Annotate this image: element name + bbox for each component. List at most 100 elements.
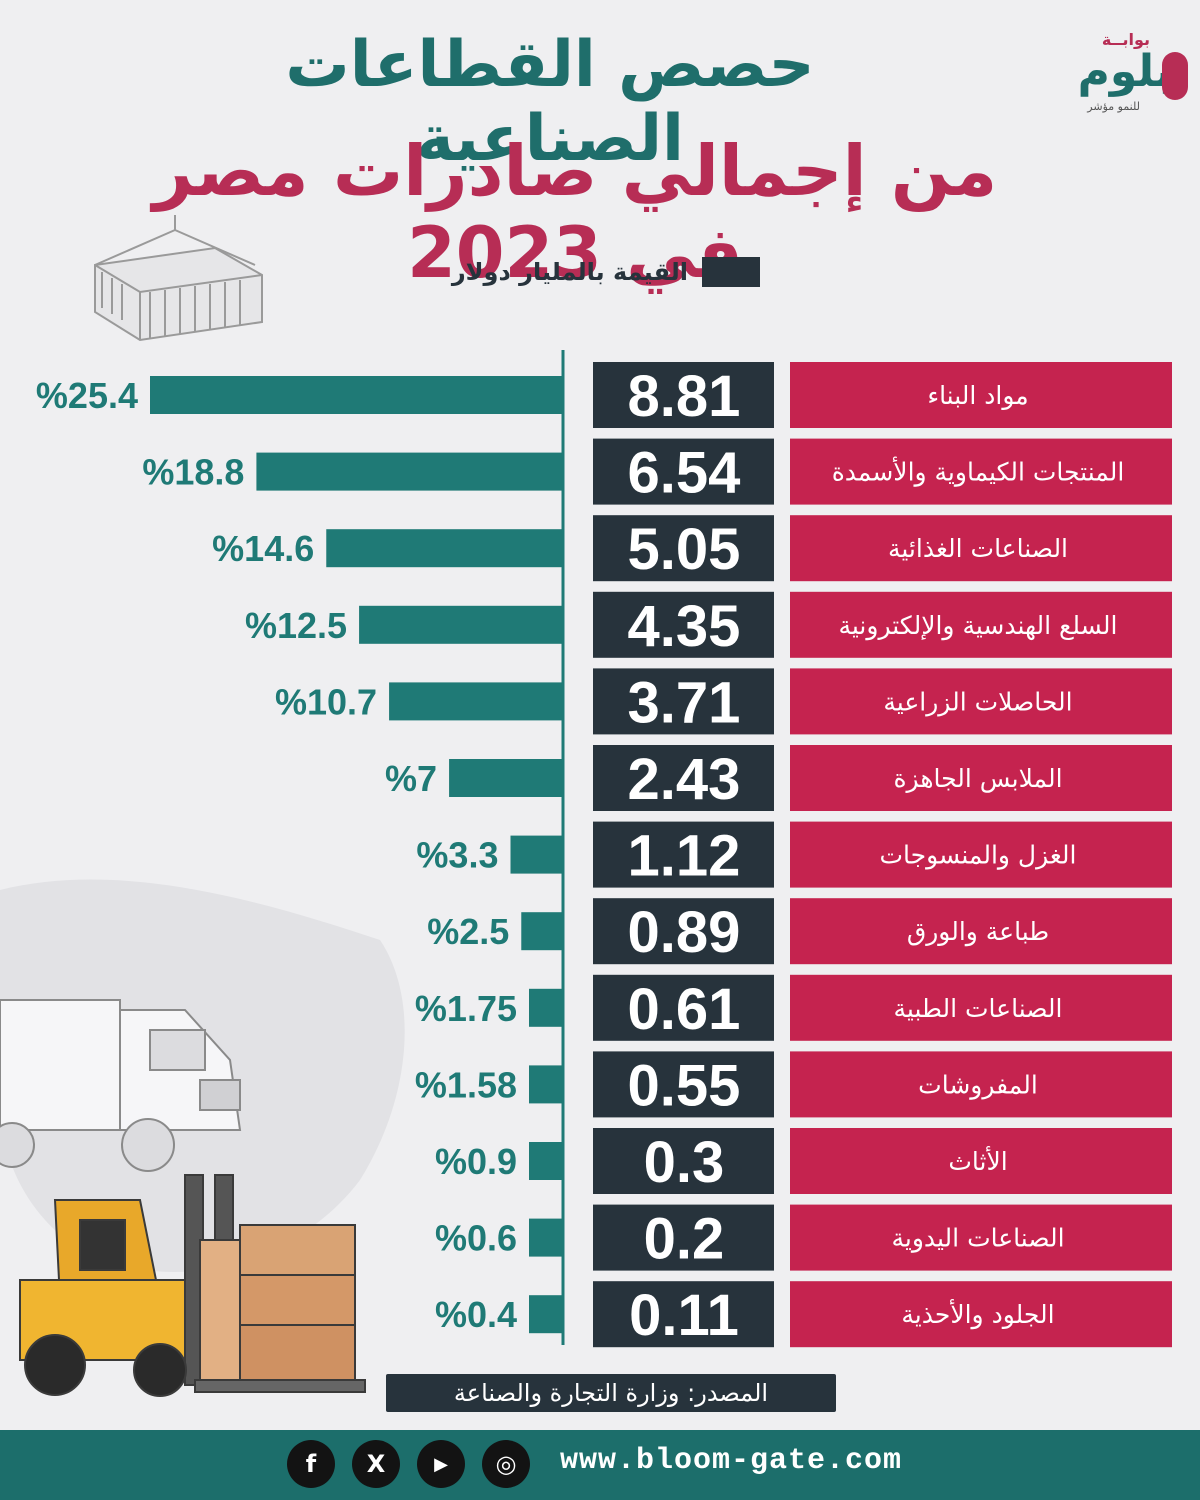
category-box (790, 974, 1172, 1041)
category-box (790, 668, 1172, 735)
percent-label: %0.9 (435, 1141, 517, 1182)
legend: القيمة بالمليار دولار (400, 252, 760, 292)
footer-bar: f X ▶ ◎ www.bloom-gate.com (0, 1430, 1200, 1500)
category-label: طباعة والورق (907, 917, 1049, 947)
category-label: الصناعات الطبية (894, 994, 1063, 1023)
bar (389, 682, 563, 721)
bar (256, 452, 563, 491)
value-label: 0.3 (644, 1130, 725, 1195)
microphone-icon (1162, 52, 1188, 100)
value-box (593, 1204, 774, 1271)
value-box (593, 515, 774, 582)
category-label: الغزل والمنسوجات (880, 841, 1077, 871)
bar (529, 1142, 563, 1180)
category-box (790, 515, 1172, 582)
percent-label: %10.7 (275, 681, 377, 722)
value-box (593, 974, 774, 1041)
percent-label: %3.3 (416, 835, 498, 876)
value-label: 8.81 (628, 364, 741, 429)
facebook-icon[interactable]: f (287, 1440, 335, 1488)
value-box (593, 1128, 774, 1194)
value-label: 0.11 (629, 1283, 739, 1348)
bar (359, 605, 563, 644)
source-note: المصدر: وزارة التجارة والصناعة (386, 1374, 836, 1412)
value-box (593, 668, 774, 735)
bar (449, 759, 563, 797)
bloom-logo: بوابــة بلوم للنمو مؤشر (1040, 30, 1190, 120)
value-box (593, 898, 774, 965)
value-label: 0.55 (628, 1053, 741, 1118)
bar (529, 988, 563, 1027)
category-label: الحاصلات الزراعية (883, 687, 1072, 716)
category-box (790, 898, 1172, 965)
value-box (593, 362, 774, 428)
value-label: 5.05 (628, 517, 741, 582)
chart-title-line2: من إجمالي صادرات مصر في 2023 (152, 130, 998, 294)
container-illustration (94, 215, 263, 342)
category-box (790, 1281, 1172, 1348)
category-box (790, 362, 1172, 428)
bar (326, 529, 563, 568)
category-box (790, 438, 1172, 505)
category-box (790, 821, 1172, 888)
category-label: المفروشات (918, 1070, 1038, 1100)
percent-label: %2.5 (427, 911, 509, 952)
value-box (593, 591, 774, 658)
bar (150, 376, 563, 414)
value-label: 0.2 (644, 1207, 725, 1272)
category-label: الأثاث (948, 1145, 1007, 1176)
value-label: 0.61 (628, 977, 741, 1042)
category-box (790, 745, 1172, 811)
category-label: الصناعات اليدوية (891, 1224, 1064, 1254)
value-label: 4.35 (628, 594, 741, 659)
category-label: مواد البناء (927, 381, 1028, 410)
category-label: الصناعات الغذائية (888, 534, 1068, 563)
truck-illustration (0, 999, 242, 1172)
value-label: 6.54 (628, 441, 741, 506)
percent-label: %25.4 (36, 375, 138, 416)
value-label: 1.12 (628, 824, 741, 889)
percent-label: %0.6 (435, 1218, 517, 1259)
percent-label: %1.58 (415, 1064, 517, 1105)
bar (510, 835, 563, 874)
category-box (790, 1051, 1172, 1118)
logo-main-text: بلوم (1077, 46, 1172, 97)
category-box (790, 591, 1172, 658)
bar (521, 912, 563, 951)
bar (529, 1218, 563, 1257)
percent-label: %14.6 (212, 528, 314, 569)
x-twitter-icon[interactable]: X (352, 1440, 400, 1488)
value-label: 0.89 (628, 900, 741, 965)
value-box (593, 438, 774, 505)
value-box (593, 1281, 774, 1348)
logo-top-text: بوابــة (1101, 30, 1150, 49)
percent-label: %0.4 (435, 1294, 517, 1335)
category-label: الجلود والأحذية (901, 1298, 1054, 1330)
category-label: المنتجات الكيماوية والأسمدة (832, 456, 1125, 488)
category-label: الملابس الجاهزة (893, 764, 1062, 793)
percent-label: %18.8 (142, 452, 244, 493)
bar (529, 1295, 563, 1334)
percent-label: %1.75 (415, 988, 517, 1029)
forklift-illustration (19, 1174, 366, 1397)
category-box (790, 1204, 1172, 1271)
youtube-icon[interactable]: ▶ (417, 1440, 465, 1488)
value-box (593, 745, 774, 811)
percent-label: %12.5 (245, 605, 347, 646)
instagram-icon[interactable]: ◎ (482, 1440, 530, 1488)
category-label: السلع الهندسية والإلكترونية (838, 611, 1117, 641)
legend-swatch (702, 257, 760, 287)
chart-title-line1: حصص القطاعات الصناعية (285, 28, 815, 176)
value-box (593, 821, 774, 888)
value-label: 3.71 (628, 670, 741, 735)
logo-sub-text: للنمو مؤشر (1087, 100, 1140, 113)
value-label: 2.43 (628, 747, 741, 812)
website-url[interactable]: www.bloom-gate.com (560, 1444, 903, 1478)
percent-label: %7 (385, 758, 437, 799)
legend-label: القيمة بالمليار دولار (451, 258, 688, 286)
bar (529, 1065, 563, 1104)
value-box (593, 1051, 774, 1118)
category-box (790, 1128, 1172, 1194)
